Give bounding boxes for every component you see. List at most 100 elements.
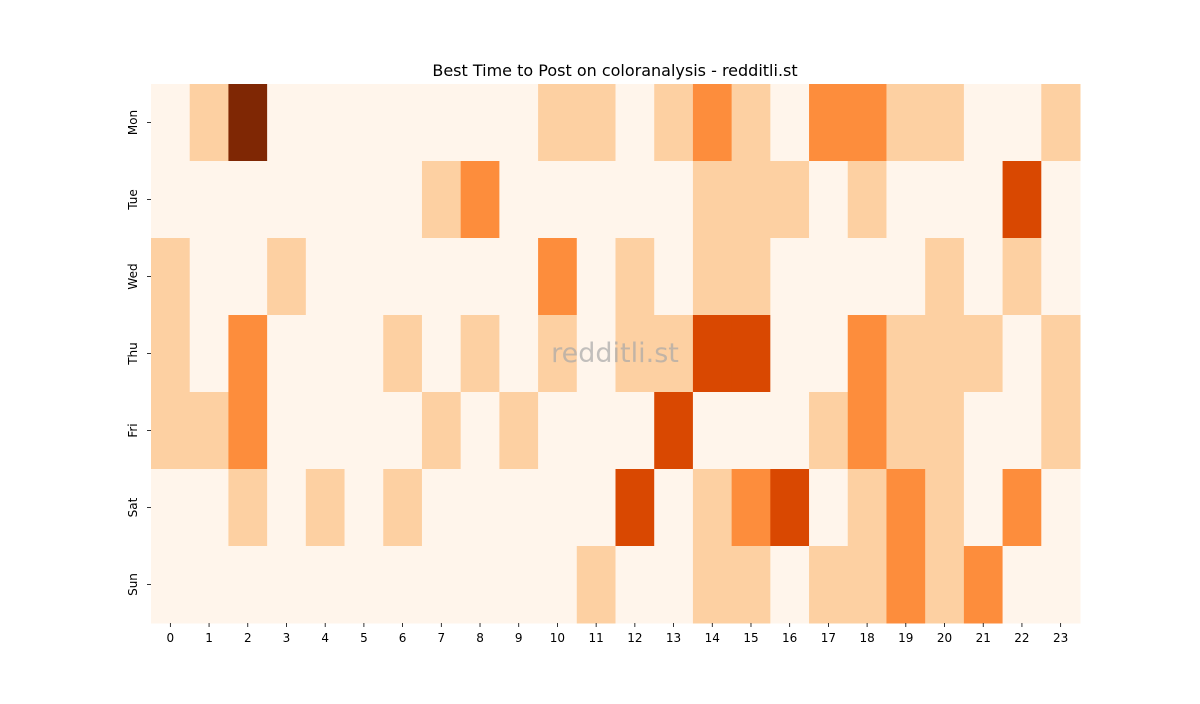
heatmap-cell-tue-12 xyxy=(615,161,655,239)
heatmap-cell-mon-6 xyxy=(383,84,423,162)
y-tick-label-thu: Thu xyxy=(126,342,140,366)
heatmap-cell-sat-18 xyxy=(847,469,887,547)
heatmap-cell-thu-2 xyxy=(228,315,268,393)
heatmap-cell-tue-23 xyxy=(1041,161,1081,239)
heatmap-cell-mon-22 xyxy=(1002,84,1042,162)
heatmap-cell-fri-11 xyxy=(576,392,616,470)
y-tick-label-wed: Wed xyxy=(126,263,140,289)
x-tick-label-16: 16 xyxy=(782,631,797,645)
heatmap-cell-sun-11 xyxy=(576,546,616,624)
heatmap-cell-sun-3 xyxy=(267,546,307,624)
heatmap-cell-wed-13 xyxy=(654,238,694,316)
heatmap-cell-sun-8 xyxy=(460,546,500,624)
heatmap-cell-mon-1 xyxy=(189,84,229,162)
heatmap-cell-mon-13 xyxy=(654,84,694,162)
x-tick-label-9: 9 xyxy=(515,631,523,645)
heatmap-cell-tue-8 xyxy=(460,161,500,239)
heatmap-cell-fri-0 xyxy=(151,392,191,470)
heatmap-cell-tue-22 xyxy=(1002,161,1042,239)
heatmap-cell-sun-6 xyxy=(383,546,423,624)
heatmap-cell-sun-18 xyxy=(847,546,887,624)
heatmap-cell-sun-2 xyxy=(228,546,268,624)
heatmap-cell-thu-11 xyxy=(576,315,616,393)
heatmap-cell-tue-16 xyxy=(770,161,810,239)
x-tick-label-3: 3 xyxy=(283,631,291,645)
heatmap-cell-tue-4 xyxy=(305,161,346,239)
heatmap-cell-mon-19 xyxy=(886,84,926,162)
heatmap-cell-mon-7 xyxy=(421,84,462,162)
heatmap-cell-tue-11 xyxy=(576,161,616,239)
heatmap-cell-thu-21 xyxy=(963,315,1004,393)
heatmap-cell-thu-9 xyxy=(499,315,539,393)
heatmap-cell-mon-18 xyxy=(847,84,887,162)
heatmap-cell-sat-20 xyxy=(925,469,965,547)
x-tick-label-18: 18 xyxy=(859,631,874,645)
heatmap-cell-sat-1 xyxy=(189,469,229,547)
heatmap-cell-tue-18 xyxy=(847,161,887,239)
heatmap-cell-wed-1 xyxy=(189,238,229,316)
heatmap-cell-sun-1 xyxy=(189,546,229,624)
heatmap-cell-wed-3 xyxy=(267,238,307,316)
heatmap-cell-thu-23 xyxy=(1041,315,1081,393)
heatmap-cell-sun-22 xyxy=(1002,546,1042,624)
y-tick-label-sun: Sun xyxy=(126,573,140,596)
heatmap-cell-thu-3 xyxy=(267,315,307,393)
heatmap-cell-sun-13 xyxy=(654,546,694,624)
y-tick-label-sat: Sat xyxy=(126,497,140,517)
heatmap-cell-mon-16 xyxy=(770,84,810,162)
heatmap-cell-sat-13 xyxy=(654,469,694,547)
heatmap-cell-mon-4 xyxy=(305,84,346,162)
heatmap-cell-tue-13 xyxy=(654,161,694,239)
heatmap-cell-sat-22 xyxy=(1002,469,1042,547)
heatmap-cell-wed-4 xyxy=(305,238,346,316)
heatmap-cell-tue-1 xyxy=(189,161,229,239)
heatmap-cell-mon-9 xyxy=(499,84,539,162)
x-tick-label-10: 10 xyxy=(550,631,565,645)
heatmap-cell-sun-12 xyxy=(615,546,655,624)
heatmap-cell-thu-22 xyxy=(1002,315,1042,393)
heatmap-cell-mon-0 xyxy=(151,84,191,162)
heatmap-cell-thu-17 xyxy=(809,315,849,393)
heatmap-cell-fri-14 xyxy=(692,392,733,470)
heatmap-cell-thu-20 xyxy=(925,315,965,393)
x-tick-label-13: 13 xyxy=(666,631,681,645)
heatmap-cell-sun-4 xyxy=(305,546,346,624)
heatmap-cell-fri-21 xyxy=(963,392,1004,470)
heatmap-cell-thu-16 xyxy=(770,315,810,393)
heatmap-cell-fri-8 xyxy=(460,392,500,470)
heatmap-cell-sat-14 xyxy=(692,469,733,547)
heatmap-cell-sat-6 xyxy=(383,469,423,547)
chart-title: Best Time to Post on coloranalysis - red… xyxy=(432,61,797,80)
heatmap-cell-tue-9 xyxy=(499,161,539,239)
heatmap-cells xyxy=(151,84,1081,624)
heatmap-cell-mon-5 xyxy=(344,84,384,162)
heatmap-cell-wed-17 xyxy=(809,238,849,316)
heatmap-cell-sun-15 xyxy=(731,546,771,624)
heatmap-cell-thu-6 xyxy=(383,315,423,393)
heatmap-cell-wed-20 xyxy=(925,238,965,316)
heatmap-cell-thu-0 xyxy=(151,315,191,393)
x-tick-label-20: 20 xyxy=(937,631,952,645)
heatmap-cell-wed-22 xyxy=(1002,238,1042,316)
heatmap-cell-thu-8 xyxy=(460,315,500,393)
heatmap-cell-sat-21 xyxy=(963,469,1004,547)
x-axis: 0 1 2 3 4 5 6 7 8 9 10 11 12 13 14 15 16 17 18 19 20 21 22 23 xyxy=(167,623,1068,645)
y-tick-label-mon: Mon xyxy=(126,110,140,135)
heatmap-cell-thu-1 xyxy=(189,315,229,393)
heatmap-cell-tue-3 xyxy=(267,161,307,239)
x-tick-label-4: 4 xyxy=(321,631,329,645)
heatmap-cell-wed-16 xyxy=(770,238,810,316)
heatmap-cell-sun-19 xyxy=(886,546,926,624)
heatmap-cell-wed-5 xyxy=(344,238,384,316)
heatmap-cell-sat-7 xyxy=(421,469,462,547)
y-axis: Mon Tue Wed Thu Fri Sat Sun xyxy=(126,110,151,596)
heatmap-cell-fri-18 xyxy=(847,392,887,470)
heatmap-cell-mon-20 xyxy=(925,84,965,162)
heatmap-cell-mon-23 xyxy=(1041,84,1081,162)
x-tick-label-0: 0 xyxy=(167,631,175,645)
x-tick-label-6: 6 xyxy=(399,631,407,645)
heatmap-cell-tue-20 xyxy=(925,161,965,239)
heatmap-cell-thu-13 xyxy=(654,315,694,393)
heatmap-cell-tue-5 xyxy=(344,161,384,239)
